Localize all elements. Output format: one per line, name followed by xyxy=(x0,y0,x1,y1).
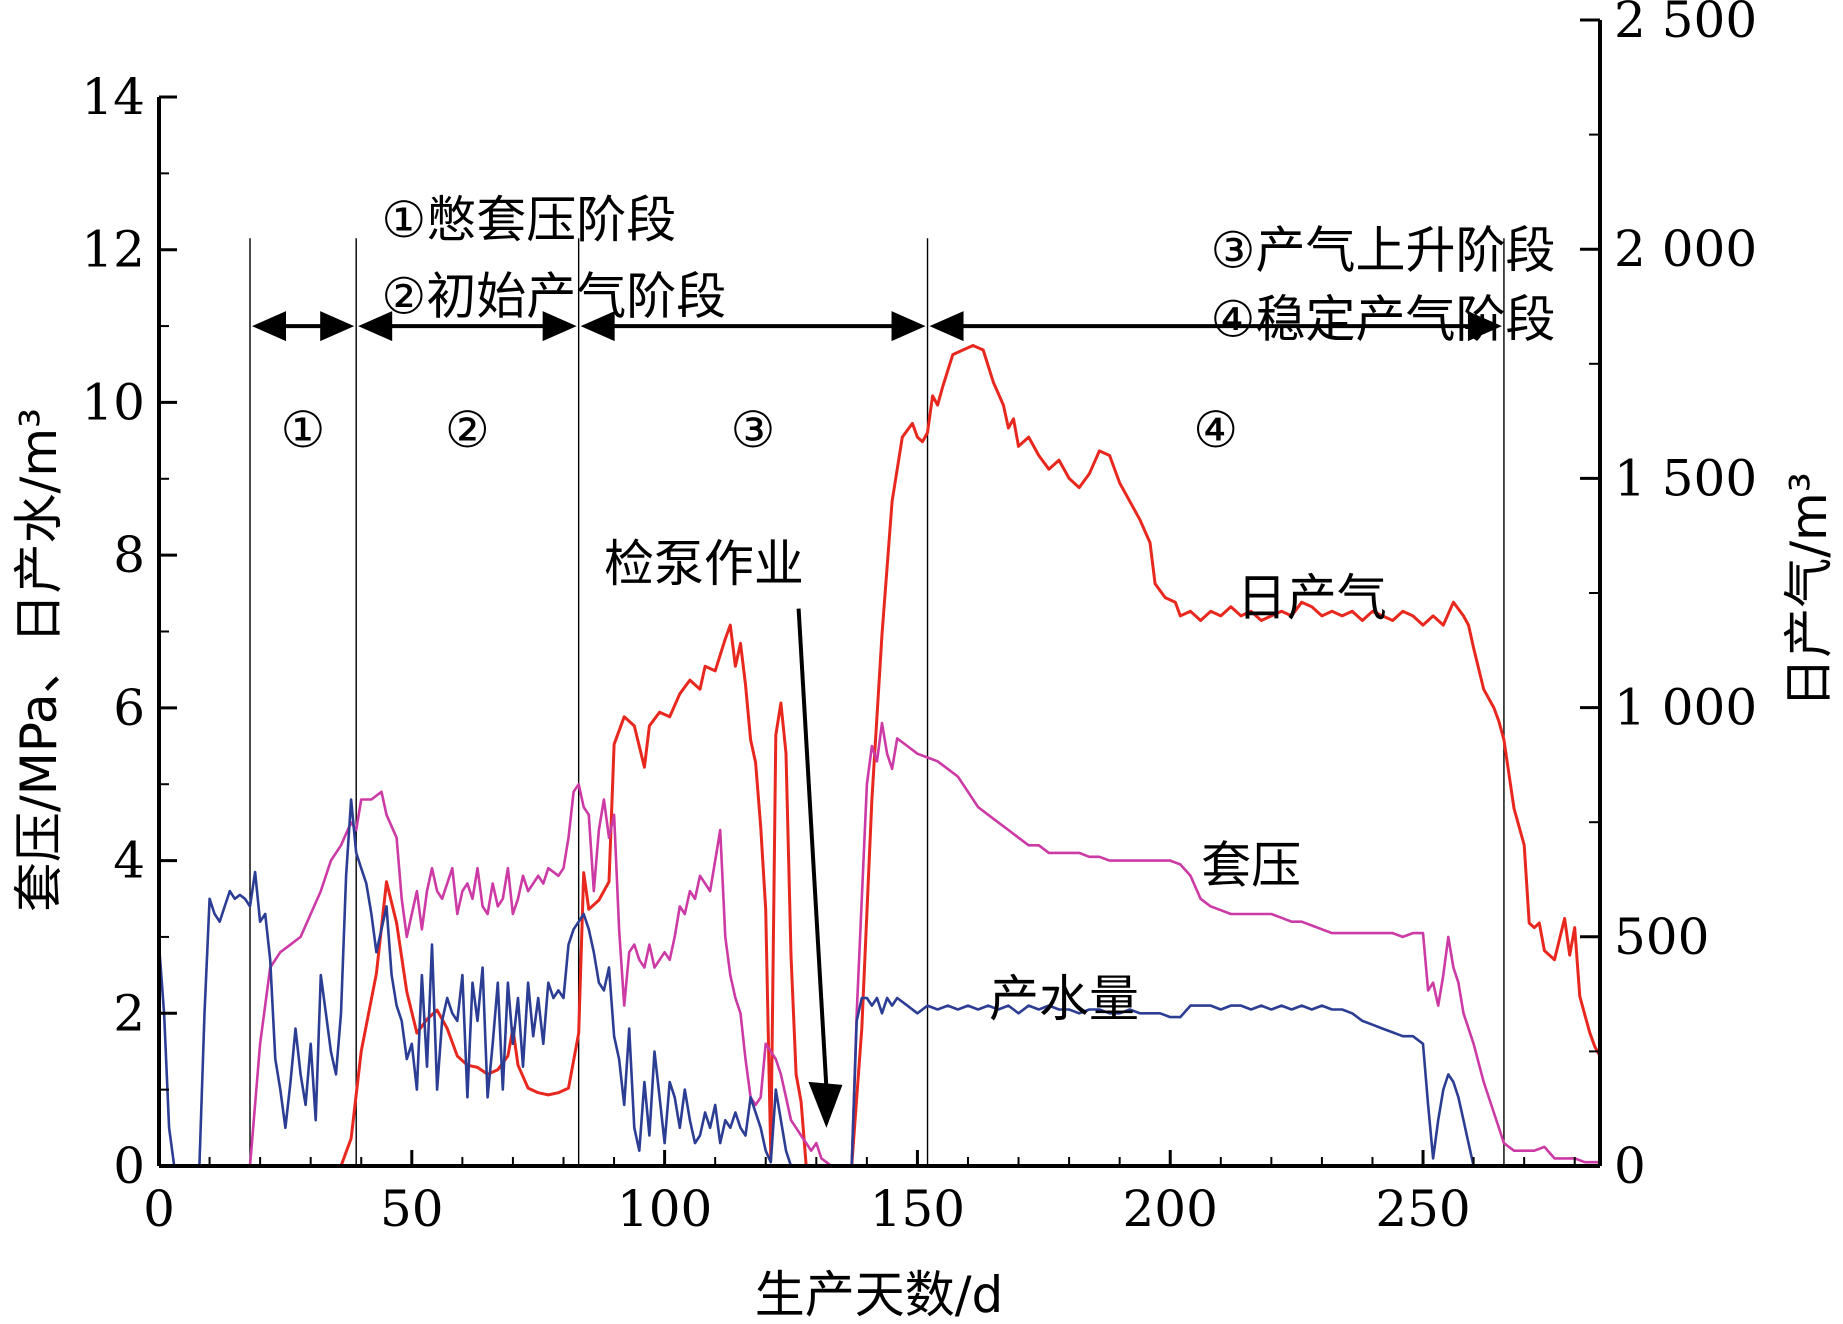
y-right-tick-label: 2 500 xyxy=(1614,0,1757,49)
x-tick-label: 0 xyxy=(143,1180,175,1238)
y-axis-right-title: 日产气/m³ xyxy=(1780,472,1838,708)
y-left-tick-label: 2 xyxy=(113,984,145,1042)
x-tick-label: 200 xyxy=(1123,1180,1218,1238)
legend-block-1-line-1: ①憋套压阶段 xyxy=(381,191,676,249)
phase-arrow-right-head xyxy=(320,311,355,342)
phase-arrow-right-head xyxy=(542,311,577,342)
phase-arrow-left-head xyxy=(358,311,393,342)
y-left-tick-label: 8 xyxy=(113,526,145,584)
y-right-tick-label: 0 xyxy=(1614,1137,1646,1195)
legend-block-2-line-2: ④稳定产气阶段 xyxy=(1211,290,1556,348)
y-right-tick-label: 2 000 xyxy=(1614,220,1757,278)
series-label: 套压 xyxy=(1201,836,1301,894)
phase-label: ① xyxy=(281,401,326,459)
phase-arrow-left-head xyxy=(580,311,615,342)
phase-arrow-right-head xyxy=(891,311,926,342)
legend-block-2-line-1: ③产气上升阶段 xyxy=(1211,222,1556,280)
x-tick-label: 50 xyxy=(380,1180,444,1238)
y-right-tick-label: 500 xyxy=(1614,908,1709,966)
pump-operation-label: 检泵作业 xyxy=(604,535,804,593)
phase-label: ② xyxy=(445,401,490,459)
phase-arrow-left-head xyxy=(252,311,287,342)
series-label: 产水量 xyxy=(989,970,1139,1028)
phase-arrow-left-head xyxy=(929,311,964,342)
series-line-套压 xyxy=(159,721,1600,1168)
x-tick-label: 100 xyxy=(617,1180,712,1238)
pump-operation-arrow-head xyxy=(808,1081,843,1128)
ticks: 0 50 100 150 200 250 0 2 4 6 8 10 12 14 0 500 1 000 1 500… xyxy=(81,0,1757,1238)
y-left-tick-label: 12 xyxy=(81,221,145,279)
y-left-tick-label: 10 xyxy=(81,373,145,431)
y-right-tick-label: 1 500 xyxy=(1614,449,1757,507)
series-lines xyxy=(157,344,1602,1168)
phase-label: ③ xyxy=(731,401,776,459)
y-axis-left-title: 套压/MPa、日产水/m³ xyxy=(10,408,68,912)
legend-block-1-line-2: ②初始产气阶段 xyxy=(381,268,726,326)
y-left-tick-label: 0 xyxy=(113,1137,145,1195)
y-left-tick-label: 14 xyxy=(81,68,145,126)
y-right-tick-label: 1 000 xyxy=(1614,679,1757,737)
x-tick-label: 250 xyxy=(1375,1180,1470,1238)
series-label: 日产气 xyxy=(1237,569,1387,627)
phase-label: ④ xyxy=(1193,401,1238,459)
series-line-日产气 xyxy=(159,344,1602,1168)
series-line-产水量 xyxy=(157,798,1600,1168)
phase-boundaries xyxy=(249,238,1505,1166)
x-axis-title: 生产天数/d xyxy=(755,1266,1004,1324)
phase-arrows xyxy=(252,311,1502,1128)
phase-arrow-right-head xyxy=(1467,311,1502,342)
y-left-tick-label: 6 xyxy=(113,679,145,737)
y-left-tick-label: 4 xyxy=(113,832,145,890)
pump-operation-arrow-shaft xyxy=(796,608,829,1088)
x-tick-label: 150 xyxy=(870,1180,965,1238)
annotations: 生产天数/d 套压/MPa、日产水/m³ 日产气/m³ ①憋套压阶段 ②初始产气… xyxy=(10,191,1838,1324)
